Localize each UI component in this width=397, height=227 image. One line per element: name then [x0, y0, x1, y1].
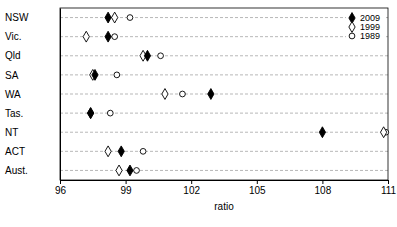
x-axis-title: ratio — [214, 201, 234, 212]
y-tick-label: Qld — [5, 50, 21, 61]
grid-line — [60, 170, 388, 171]
y-tick: NSW — [5, 12, 60, 23]
grid-line — [60, 94, 388, 95]
y-tick-label: SA — [5, 70, 19, 81]
data-point — [319, 127, 325, 138]
data-point — [162, 89, 168, 100]
chart-svg: 96 99 102 105 108 111 NSW Vic. Qld SA WA Tas. NT ACT A… — [0, 0, 397, 227]
grid-line — [60, 132, 388, 133]
y-tick: WA — [5, 89, 60, 100]
x-tick-label: 102 — [183, 185, 200, 196]
y-tick-label: NT — [5, 127, 18, 138]
x-tick: 96 — [55, 180, 67, 196]
y-axis-line — [60, 9, 61, 181]
x-tick: 102 — [183, 180, 200, 196]
data-point — [127, 15, 133, 21]
x-tick-mark — [322, 180, 323, 184]
x-tick: 108 — [315, 180, 332, 196]
data-point — [112, 34, 118, 40]
data-point — [144, 50, 150, 61]
x-tick-label: 96 — [55, 185, 67, 196]
data-point — [114, 72, 120, 78]
data-point — [107, 110, 113, 116]
y-tick-label: Vic. — [5, 31, 22, 42]
y-tick: Qld — [5, 50, 60, 61]
grid-line — [60, 55, 388, 56]
y-tick: SA — [5, 70, 60, 81]
plot: 96 99 102 105 108 111 NSW Vic. Qld SA WA Tas. NT ACT A… — [5, 8, 397, 196]
legend-symbol — [349, 22, 355, 33]
data-point — [87, 108, 93, 119]
legend-background — [346, 12, 386, 42]
plot-frame — [60, 8, 388, 180]
x-axis: 96 99 102 105 108 111 — [55, 180, 397, 196]
x-tick: 105 — [249, 180, 266, 196]
y-tick: Vic. — [5, 31, 60, 42]
grid — [60, 18, 388, 171]
data-point — [158, 53, 164, 59]
data-point — [127, 165, 133, 176]
data-point — [180, 91, 186, 97]
y-tick-label: Tas. — [5, 108, 23, 119]
x-tick-label: 99 — [121, 185, 133, 196]
legend-label: 1989 — [360, 31, 380, 41]
x-tick-label: 105 — [249, 185, 266, 196]
y-tick-label: WA — [5, 89, 21, 100]
x-tick-label: 111 — [381, 185, 397, 196]
data-point — [208, 89, 214, 100]
y-tick: Aust. — [5, 165, 60, 176]
data-point — [380, 127, 386, 138]
data-point — [134, 168, 140, 174]
y-tick-label: NSW — [5, 12, 29, 23]
y-tick: NT — [5, 127, 60, 138]
chart-container: 96 99 102 105 108 111 NSW Vic. Qld SA WA Tas. NT ACT A… — [0, 0, 397, 227]
data-point — [140, 148, 146, 154]
data-point — [105, 31, 111, 42]
x-axis-line — [61, 181, 389, 185]
x-tick-mark — [388, 180, 389, 184]
data-point — [92, 69, 98, 80]
points — [83, 12, 389, 176]
y-tick-label: ACT — [5, 146, 25, 157]
x-tick-mark — [60, 180, 61, 184]
grid-line — [60, 74, 388, 75]
data-point — [112, 12, 118, 23]
data-point — [87, 108, 93, 119]
y-tick: ACT — [5, 146, 60, 157]
x-tick: 111 — [381, 180, 397, 196]
data-point — [116, 165, 122, 176]
x-tick: 99 — [121, 180, 133, 196]
legend-symbol — [349, 33, 355, 39]
data-point — [83, 31, 89, 42]
x-tick-mark — [191, 180, 192, 184]
y-axis: NSW Vic. Qld SA WA Tas. NT ACT Aust. — [5, 9, 61, 181]
legend: 200919991989 — [346, 12, 386, 42]
data-point — [105, 12, 111, 23]
y-tick: Tas. — [5, 108, 60, 119]
x-tick-label: 108 — [315, 185, 332, 196]
y-tick-label: Aust. — [5, 165, 28, 176]
data-point — [118, 146, 124, 157]
data-point — [105, 146, 111, 157]
x-tick-mark — [126, 180, 127, 184]
x-tick-mark — [257, 180, 258, 184]
